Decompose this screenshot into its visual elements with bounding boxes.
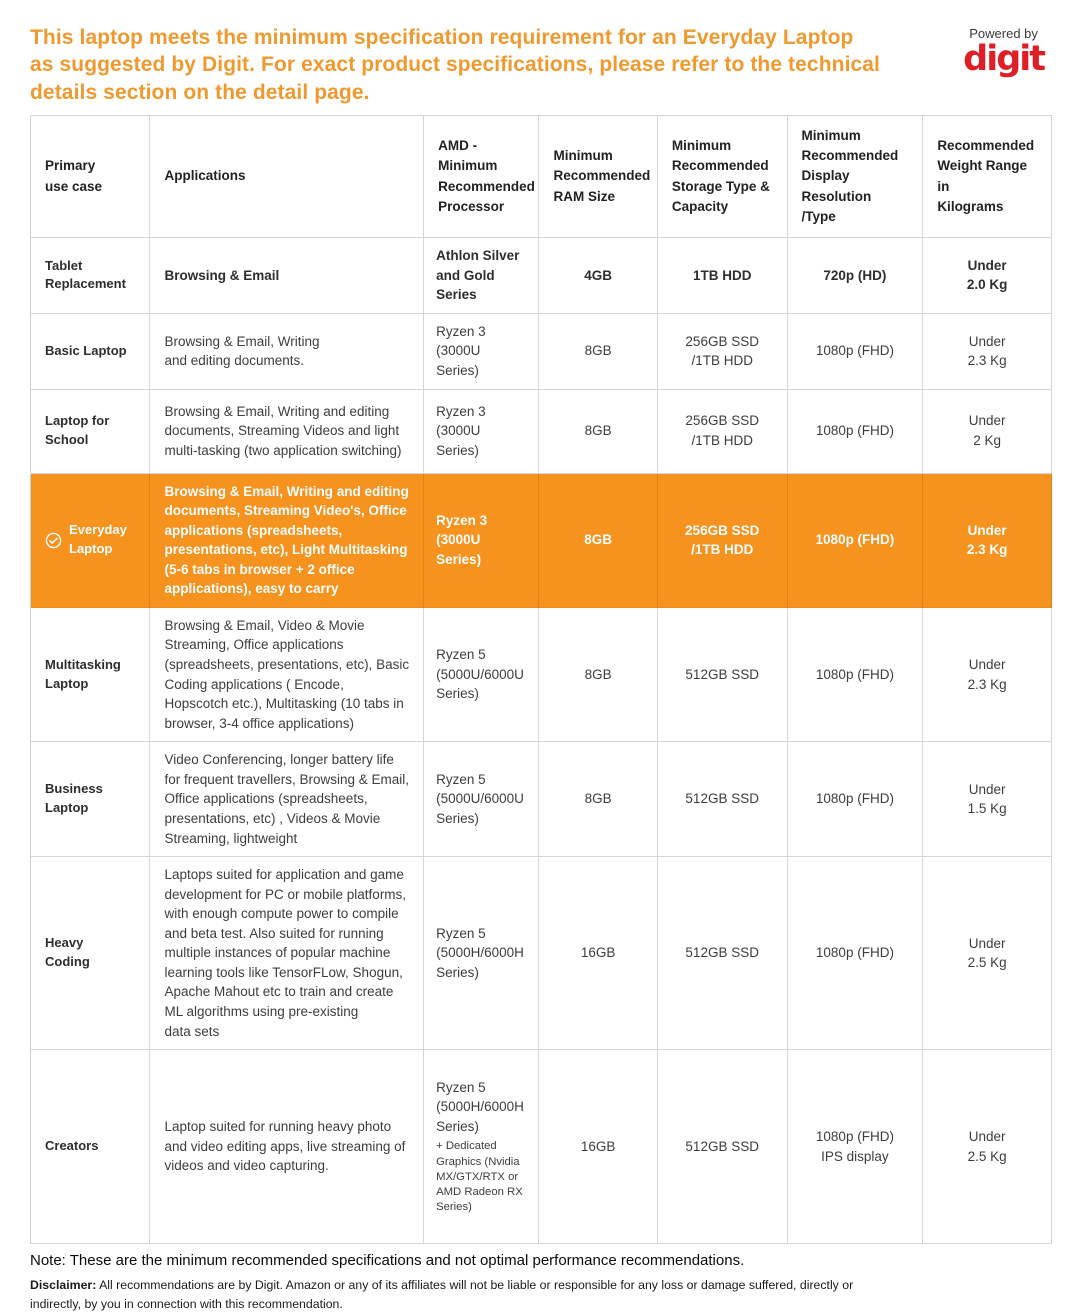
cell-storage: 512GB SSD <box>657 607 788 743</box>
cell-display: 1080p (FHD) <box>787 742 924 858</box>
cell-processor: Ryzen 5 (5000H/6000H Series) + Dedicated… <box>424 1050 540 1245</box>
col-header-display: Minimum Recommended Display Resolution /… <box>787 115 924 239</box>
intro-message: This laptop meets the minimum specificat… <box>30 26 880 104</box>
col-header-weight: Recommended Weight Range in Kilograms <box>923 115 1052 239</box>
cell-processor: Ryzen 3 (3000U Series) <box>424 389 540 474</box>
cell-ram: 8GB <box>539 473 658 608</box>
cell-weight: Under 1.5 Kg <box>923 742 1052 858</box>
disclaimer-label: Disclaimer: <box>30 1278 97 1293</box>
cell-display: 1080p (FHD) <box>787 313 924 390</box>
processor-main: Ryzen 5 (5000H/6000H Series) <box>436 1079 524 1134</box>
cell-processor: Ryzen 5 (5000H/6000H Series) <box>424 857 540 1051</box>
cell-storage: 1TB HDD <box>657 238 788 314</box>
cell-applications: Laptops suited for application and game … <box>150 857 425 1051</box>
brand-block: Powered by digit <box>963 24 1052 78</box>
cell-weight: Under 2.5 Kg <box>923 857 1052 1051</box>
table-header-row: Primary use case Applications AMD - Mini… <box>31 115 1052 239</box>
footer-note: Note: These are the minimum recommended … <box>30 1252 745 1270</box>
cell-storage: 256GB SSD /1TB HDD <box>657 389 788 474</box>
cell-weight: Under 2.3 Kg <box>923 313 1052 390</box>
cell-applications: Browsing & Email, Writing and editing do… <box>150 473 425 608</box>
cell-use-case: Multitasking Laptop <box>31 607 151 743</box>
cell-storage: 256GB SSD /1TB HDD <box>657 473 788 608</box>
cell-processor: Athlon Silver and Gold Series <box>424 238 540 314</box>
table-row-business-laptop: Business Laptop Video Conferencing, long… <box>31 742 1052 858</box>
cell-weight: Under 2.0 Kg <box>923 238 1052 314</box>
cell-processor: Ryzen 5 (5000U/6000U Series) <box>424 742 540 858</box>
col-header-primary-use-case: Primary use case <box>31 115 151 239</box>
cell-weight: Under 2 Kg <box>923 389 1052 474</box>
cell-use-case: Basic Laptop <box>31 313 151 390</box>
processor-note: + Dedicated Graphics (Nvidia MX/GTX/RTX … <box>436 1140 523 1214</box>
check-circle-icon <box>45 532 62 549</box>
cell-processor: Ryzen 3 (3000U Series) <box>424 473 540 608</box>
cell-display: 720p (HD) <box>787 238 924 314</box>
cell-display: 1080p (FHD) IPS display <box>787 1050 924 1245</box>
cell-use-case: Laptop for School <box>31 389 151 474</box>
cell-weight: Under 2.3 Kg <box>923 473 1052 608</box>
col-header-ram: Minimum Recommended RAM Size <box>539 115 658 239</box>
table-row-creators: Creators Laptop suited for running heavy… <box>31 1050 1052 1245</box>
cell-ram: 8GB <box>539 607 658 743</box>
cell-applications: Browsing & Email, Writing and editing do… <box>150 313 425 390</box>
cell-display: 1080p (FHD) <box>787 389 924 474</box>
col-header-processor: AMD - Minimum Recommended Processor <box>424 115 540 239</box>
cell-ram: 16GB <box>539 1050 658 1245</box>
col-header-storage: Minimum Recommended Storage Type & Capac… <box>657 115 788 239</box>
cell-use-case: Everyday Laptop <box>31 473 151 608</box>
cell-use-case: Creators <box>31 1050 151 1245</box>
digit-logo: digit <box>963 39 1046 79</box>
cell-storage: 256GB SSD /1TB HDD <box>657 313 788 390</box>
cell-processor: Ryzen 3 (3000U Series) <box>424 313 540 390</box>
use-case-label: Everyday Laptop <box>69 522 127 557</box>
cell-applications: Browsing & Email <box>150 238 425 314</box>
col-header-applications: Applications <box>150 115 425 239</box>
powered-by-label: Powered by <box>969 26 1038 41</box>
spec-table: Primary use case Applications AMD - Mini… <box>30 114 1052 1245</box>
table-row-heavy-coding: Heavy Coding Laptops suited for applicat… <box>31 857 1052 1051</box>
cell-ram: 8GB <box>539 742 658 858</box>
header: This laptop meets the minimum specificat… <box>30 24 1052 106</box>
cell-use-case: Heavy Coding <box>31 857 151 1051</box>
table-row-tablet-replacement: Tablet Replacement Browsing & Email Athl… <box>31 238 1052 314</box>
cell-ram: 16GB <box>539 857 658 1051</box>
cell-storage: 512GB SSD <box>657 742 788 858</box>
cell-ram: 8GB <box>539 313 658 390</box>
cell-weight: Under 2.3 Kg <box>923 607 1052 743</box>
cell-display: 1080p (FHD) <box>787 473 924 608</box>
table-row-multitasking-laptop: Multitasking Laptop Browsing & Email, Vi… <box>31 607 1052 743</box>
table-row-basic-laptop: Basic Laptop Browsing & Email, Writing a… <box>31 313 1052 390</box>
cell-applications: Browsing & Email, Video & Movie Streamin… <box>150 607 425 743</box>
cell-ram: 8GB <box>539 389 658 474</box>
disclaimer-text: All recommendations are by Digit. Amazon… <box>30 1278 854 1311</box>
cell-processor: Ryzen 5 (5000U/6000U Series) <box>424 607 540 743</box>
cell-applications: Laptop suited for running heavy photo an… <box>150 1050 425 1245</box>
cell-ram: 4GB <box>539 238 658 314</box>
table-row-laptop-for-school: Laptop for School Browsing & Email, Writ… <box>31 389 1052 474</box>
table-row-everyday-laptop-highlighted: Everyday Laptop Browsing & Email, Writin… <box>31 473 1052 608</box>
cell-use-case: Tablet Replacement <box>31 238 151 314</box>
cell-display: 1080p (FHD) <box>787 857 924 1051</box>
cell-display: 1080p (FHD) <box>787 607 924 743</box>
spec-infographic: This laptop meets the minimum specificat… <box>30 24 1052 1311</box>
cell-storage: 512GB SSD <box>657 857 788 1051</box>
footer-disclaimer: Disclaimer: All recommendations are by D… <box>30 1276 890 1313</box>
cell-storage: 512GB SSD <box>657 1050 788 1245</box>
cell-applications: Video Conferencing, longer battery life … <box>150 742 425 858</box>
cell-applications: Browsing & Email, Writing and editing do… <box>150 389 425 474</box>
cell-weight: Under 2.5 Kg <box>923 1050 1052 1245</box>
cell-use-case: Business Laptop <box>31 742 151 858</box>
